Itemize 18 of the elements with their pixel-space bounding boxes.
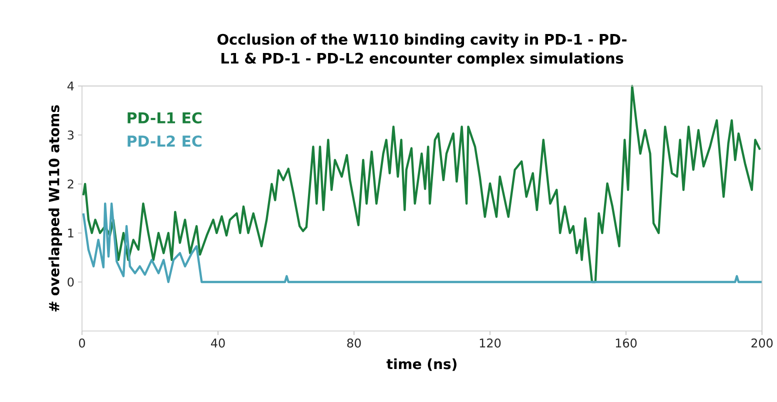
line-series [82,202,764,284]
y-tick-label: 2 [68,180,74,188]
x-tick-label: 160 [616,338,637,348]
y-tick-label: 0 [68,277,74,287]
y-tick-label: 1 [68,228,74,238]
x-tick-label: 80 [347,338,361,348]
x-tick-label: 120 [480,338,501,348]
text: PD-L2 EC [128,135,202,147]
x-tick-label: 40 [210,338,225,348]
x-axis-title: time (ns) [386,358,456,371]
y-tick-label: 4 [67,82,74,90]
x-tick-label: 200 [751,338,773,348]
x-tick-label: 0 [78,338,86,348]
y-axis-title: # overlapped W110 atoms [48,105,62,312]
line-series [82,84,762,284]
y-tick-label: 3 [68,130,74,140]
text: PD-L1 EC [128,112,202,124]
chart-title: Occlusion of the W110 binding cavity in PD-1 - PD-L1 & PD-1 - PD-L2 encounter complex simulations [217,34,627,66]
